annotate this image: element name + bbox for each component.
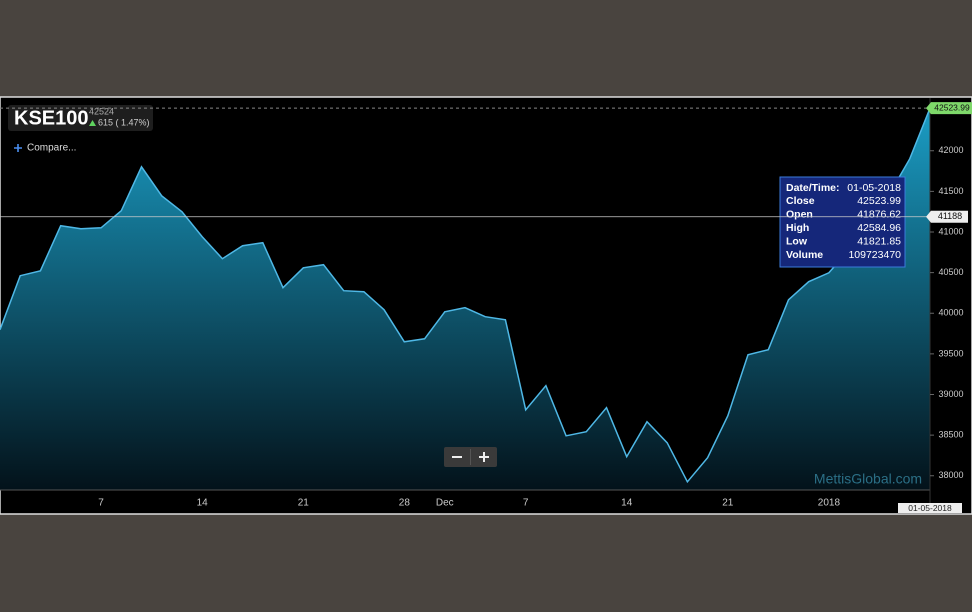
tooltip-value: 41821.85 <box>857 235 901 247</box>
tooltip-value: 42584.96 <box>857 222 901 234</box>
tooltip-box <box>779 176 906 268</box>
x-tick-label: 28 <box>399 498 411 509</box>
tooltip-key: Open <box>786 209 813 221</box>
x-tick-label: 14 <box>621 498 633 509</box>
date-label: 01-05-2018 <box>908 503 952 513</box>
tooltip-value: 42523.99 <box>857 195 901 207</box>
x-tick-label: 14 <box>197 498 209 509</box>
area-fill <box>0 108 930 490</box>
crosshair-tag <box>926 210 968 223</box>
y-tick-label: 39000 <box>938 389 963 399</box>
x-tick-label: 2018 <box>818 498 841 509</box>
zoom-in[interactable] <box>479 452 489 462</box>
x-tick-label: 7 <box>523 498 529 509</box>
y-tick-label: 42000 <box>938 145 963 155</box>
tooltip-value: 41876.62 <box>857 209 901 221</box>
x-tick-label: Dec <box>436 498 454 509</box>
watermark: MettisGlobal.com <box>814 471 922 487</box>
compare-icon[interactable] <box>14 144 22 152</box>
last-price-tag <box>926 102 972 115</box>
x-tick-label: 21 <box>722 498 734 509</box>
up-arrow <box>89 120 96 126</box>
crosshair-label: 41188 <box>938 211 962 221</box>
symbol: KSE100 <box>14 107 89 129</box>
area-line <box>0 107 931 484</box>
tooltip: Date/Time: 01-05-2018 Close 42523.99 Open 418… <box>779 176 906 268</box>
tooltip-value: 109723470 <box>848 249 901 261</box>
y-tick-label: 41500 <box>938 186 963 196</box>
tooltip-key: Volume <box>786 249 823 261</box>
x-tick-label: 7 <box>98 498 104 509</box>
last-price-label: 42523.99 <box>934 102 970 112</box>
compare-button[interactable]: Compare... <box>27 143 76 154</box>
tooltip-key: Date/Time: <box>786 182 840 194</box>
change: 615 ( 1.47%) <box>98 117 150 127</box>
tooltip-key: Close <box>786 195 815 207</box>
date-tag <box>898 503 962 513</box>
x-tick-label: 21 <box>298 498 310 509</box>
y-tick-label: 38500 <box>938 430 963 440</box>
y-tick-label: 39500 <box>938 348 963 358</box>
plot-area <box>0 107 931 490</box>
y-tick-label: 40000 <box>938 308 963 318</box>
tooltip-key: High <box>786 222 809 234</box>
tooltip-key: Low <box>786 235 808 247</box>
y-tick-label: 40500 <box>938 267 963 277</box>
last-value: 42524 <box>89 106 114 116</box>
symbol-box <box>8 105 153 131</box>
tooltip-value: 01-05-2018 <box>847 182 901 194</box>
y-tick-label: 41000 <box>938 226 963 236</box>
y-tick-label: 38000 <box>938 470 963 480</box>
